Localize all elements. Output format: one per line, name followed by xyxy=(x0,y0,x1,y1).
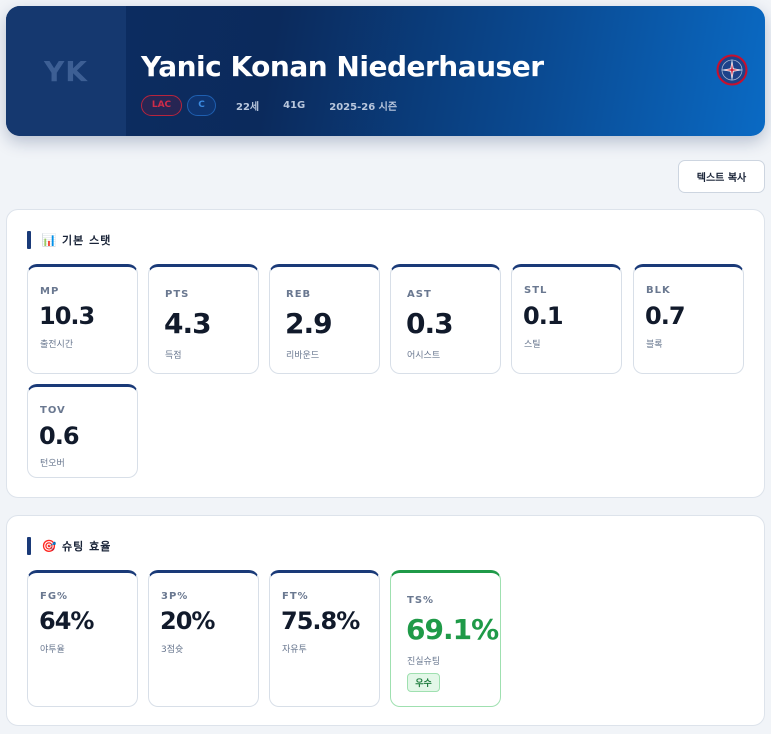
stat-desc: 야투율 xyxy=(40,645,65,655)
stat-card-reb: REB 2.9 리바운드 xyxy=(269,264,380,374)
section-accent-bar xyxy=(27,231,31,249)
stat-value: 0.7 xyxy=(645,302,686,330)
section-title: 🎯 슈팅 효율 xyxy=(27,537,111,555)
stat-desc: 블록 xyxy=(646,340,663,350)
stat-value: 69.1% xyxy=(406,613,499,646)
stat-card-ft: FT% 75.8% 자유투 xyxy=(269,570,380,707)
stat-abbr: TOV xyxy=(40,405,66,416)
stat-abbr: 3P% xyxy=(161,591,189,602)
avatar-initials: YK xyxy=(44,54,88,88)
stat-card-3p: 3P% 20% 3점슛 xyxy=(148,570,259,707)
stat-card-ts: TS% 69.1% 진실슈팅 우수 xyxy=(390,570,501,707)
stat-value: 0.6 xyxy=(39,422,80,450)
stat-desc: 어시스트 xyxy=(407,351,441,361)
stat-value: 0.1 xyxy=(523,302,564,330)
section-accent-bar xyxy=(27,537,31,555)
section-title-label: 슈팅 효율 xyxy=(62,540,112,553)
stat-abbr: PTS xyxy=(165,289,190,300)
stat-desc: 자유투 xyxy=(282,645,307,655)
season-text: 2025-26 시즌 xyxy=(329,101,398,113)
stat-card-mp: MP 10.3 출전시간 xyxy=(27,264,138,374)
stat-abbr: FT% xyxy=(282,591,309,602)
stat-value: 64% xyxy=(39,607,94,635)
stat-value: 10.3 xyxy=(39,302,95,330)
stat-abbr: FG% xyxy=(40,591,69,602)
clippers-logo-icon xyxy=(716,54,748,86)
player-header: YK Yanic Konan Niederhauser LAC C 22세 41… xyxy=(6,6,765,136)
stat-value: 4.3 xyxy=(164,307,212,340)
stat-card-blk: BLK 0.7 블록 xyxy=(633,264,744,374)
age-text: 22세 xyxy=(236,101,260,113)
stat-abbr: AST xyxy=(407,289,432,300)
team-badge: LAC xyxy=(141,94,182,116)
section-title: 📊 기본 스탯 xyxy=(27,231,111,249)
stat-value: 20% xyxy=(160,607,215,635)
stat-abbr: MP xyxy=(40,286,60,297)
stat-card-stl: STL 0.1 스틸 xyxy=(511,264,622,374)
stat-desc: 턴오버 xyxy=(40,459,65,469)
basic-stats-section: 📊 기본 스탯 MP 10.3 출전시간 PTS 4.3 득점 REB 2.9 … xyxy=(6,209,765,498)
avatar: YK xyxy=(6,6,126,136)
stat-abbr: BLK xyxy=(646,285,671,296)
stat-value: 0.3 xyxy=(406,307,454,340)
stat-abbr: REB xyxy=(286,289,312,300)
shooting-section: 🎯 슈팅 효율 FG% 64% 야투율 3P% 20% 3점슛 FT% 75.8… xyxy=(6,515,765,726)
stat-desc: 득점 xyxy=(165,351,182,361)
stat-desc: 스틸 xyxy=(524,340,541,350)
stat-desc: 리바운드 xyxy=(286,351,320,361)
stat-value: 75.8% xyxy=(281,607,360,635)
stat-value: 2.9 xyxy=(285,307,333,340)
stat-desc: 3점슛 xyxy=(161,645,184,655)
chart-icon: 📊 xyxy=(41,233,57,247)
player-name: Yanic Konan Niederhauser xyxy=(141,50,544,83)
stat-card-ast: AST 0.3 어시스트 xyxy=(390,264,501,374)
stat-card-tov: TOV 0.6 턴오버 xyxy=(27,384,138,478)
stat-desc: 출전시간 xyxy=(40,340,74,350)
target-icon: 🎯 xyxy=(41,539,57,553)
rating-badge: 우수 xyxy=(407,673,440,692)
section-title-label: 기본 스탯 xyxy=(62,234,112,247)
copy-text-button[interactable]: 텍스트 복사 xyxy=(678,160,765,193)
stat-abbr: TS% xyxy=(407,595,435,606)
stat-abbr: STL xyxy=(524,285,548,296)
position-badge: C xyxy=(187,94,216,116)
games-text: 41G xyxy=(283,99,306,111)
stat-card-pts: PTS 4.3 득점 xyxy=(148,264,259,374)
stat-card-fg: FG% 64% 야투율 xyxy=(27,570,138,707)
stat-desc: 진실슈팅 xyxy=(407,657,441,667)
player-meta: LAC C 22세 41G 2025-26 시즌 xyxy=(141,94,397,116)
